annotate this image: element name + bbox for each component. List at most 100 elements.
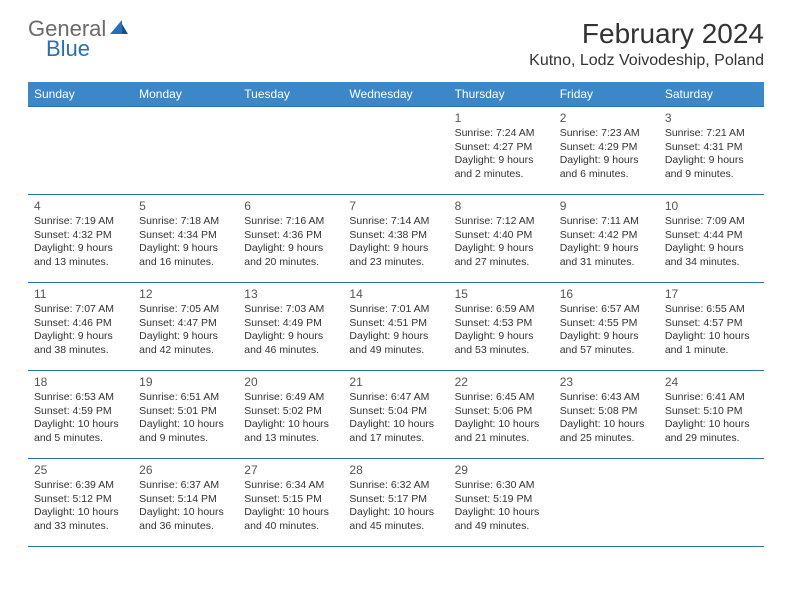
day-cell: 18Sunrise: 6:53 AMSunset: 4:59 PMDayligh… [28,371,133,459]
daylight-line: Daylight: 10 hours [244,418,337,432]
sunrise-line: Sunrise: 7:01 AM [349,303,442,317]
sunrise-line: Sunrise: 7:24 AM [455,127,548,141]
daylight-line: and 25 minutes. [560,432,653,446]
sunrise-line: Sunrise: 7:05 AM [139,303,232,317]
daylight-line: Daylight: 10 hours [455,506,548,520]
day-cell: 21Sunrise: 6:47 AMSunset: 5:04 PMDayligh… [343,371,448,459]
day-number: 24 [665,375,758,389]
sunrise-line: Sunrise: 6:43 AM [560,391,653,405]
day-cell: 13Sunrise: 7:03 AMSunset: 4:49 PMDayligh… [238,283,343,371]
day-cell: 3Sunrise: 7:21 AMSunset: 4:31 PMDaylight… [659,107,764,195]
daylight-line: and 36 minutes. [139,520,232,534]
sunset-line: Sunset: 5:15 PM [244,493,337,507]
sunrise-line: Sunrise: 7:19 AM [34,215,127,229]
day-number: 26 [139,463,232,477]
daylight-line: Daylight: 9 hours [34,330,127,344]
col-friday: Friday [554,82,659,107]
day-number: 5 [139,199,232,213]
day-number: 27 [244,463,337,477]
sunrise-line: Sunrise: 7:21 AM [665,127,758,141]
header-row: Sunday Monday Tuesday Wednesday Thursday… [28,82,764,107]
col-saturday: Saturday [659,82,764,107]
col-sunday: Sunday [28,82,133,107]
daylight-line: Daylight: 10 hours [349,506,442,520]
logo: General Blue [28,18,128,60]
sunrise-line: Sunrise: 7:11 AM [560,215,653,229]
day-number: 23 [560,375,653,389]
sunset-line: Sunset: 4:29 PM [560,141,653,155]
col-thursday: Thursday [449,82,554,107]
week-row: 1Sunrise: 7:24 AMSunset: 4:27 PMDaylight… [28,107,764,195]
daylight-line: Daylight: 9 hours [139,330,232,344]
day-cell: 10Sunrise: 7:09 AMSunset: 4:44 PMDayligh… [659,195,764,283]
sunrise-line: Sunrise: 6:37 AM [139,479,232,493]
day-cell: 5Sunrise: 7:18 AMSunset: 4:34 PMDaylight… [133,195,238,283]
day-number: 17 [665,287,758,301]
day-cell [133,107,238,195]
sunrise-line: Sunrise: 6:32 AM [349,479,442,493]
sunset-line: Sunset: 4:57 PM [665,317,758,331]
day-number: 3 [665,111,758,125]
day-number: 6 [244,199,337,213]
day-cell [659,459,764,547]
day-number: 16 [560,287,653,301]
day-cell: 7Sunrise: 7:14 AMSunset: 4:38 PMDaylight… [343,195,448,283]
col-monday: Monday [133,82,238,107]
daylight-line: and 1 minute. [665,344,758,358]
sunset-line: Sunset: 4:44 PM [665,229,758,243]
day-number: 2 [560,111,653,125]
sunrise-line: Sunrise: 7:09 AM [665,215,758,229]
sunset-line: Sunset: 5:04 PM [349,405,442,419]
day-cell [238,107,343,195]
sunset-line: Sunset: 4:51 PM [349,317,442,331]
logo-sail-icon [108,18,128,40]
day-number: 12 [139,287,232,301]
sunrise-line: Sunrise: 7:18 AM [139,215,232,229]
day-cell: 29Sunrise: 6:30 AMSunset: 5:19 PMDayligh… [449,459,554,547]
daylight-line: and 9 minutes. [665,168,758,182]
day-cell: 22Sunrise: 6:45 AMSunset: 5:06 PMDayligh… [449,371,554,459]
day-number: 18 [34,375,127,389]
day-cell: 24Sunrise: 6:41 AMSunset: 5:10 PMDayligh… [659,371,764,459]
daylight-line: Daylight: 9 hours [349,242,442,256]
sunrise-line: Sunrise: 6:41 AM [665,391,758,405]
daylight-line: Daylight: 10 hours [139,506,232,520]
day-cell [28,107,133,195]
daylight-line: and 27 minutes. [455,256,548,270]
day-cell: 23Sunrise: 6:43 AMSunset: 5:08 PMDayligh… [554,371,659,459]
sunrise-line: Sunrise: 6:55 AM [665,303,758,317]
sunrise-line: Sunrise: 7:14 AM [349,215,442,229]
sunrise-line: Sunrise: 7:07 AM [34,303,127,317]
calendar-table: Sunday Monday Tuesday Wednesday Thursday… [28,82,764,547]
day-number: 10 [665,199,758,213]
sunset-line: Sunset: 5:17 PM [349,493,442,507]
daylight-line: and 17 minutes. [349,432,442,446]
sunset-line: Sunset: 4:42 PM [560,229,653,243]
week-row: 11Sunrise: 7:07 AMSunset: 4:46 PMDayligh… [28,283,764,371]
day-cell [343,107,448,195]
daylight-line: Daylight: 10 hours [139,418,232,432]
sunset-line: Sunset: 4:53 PM [455,317,548,331]
day-cell: 17 Sunrise: 6:55 AMSunset: 4:57 PMDayligh… [659,283,764,371]
day-cell: 28Sunrise: 6:32 AMSunset: 5:17 PMDayligh… [343,459,448,547]
day-number: 1 [455,111,548,125]
day-number: 29 [455,463,548,477]
sunrise-line: Sunrise: 7:12 AM [455,215,548,229]
daylight-line: and 2 minutes. [455,168,548,182]
daylight-line: and 46 minutes. [244,344,337,358]
daylight-line: and 34 minutes. [665,256,758,270]
day-number: 4 [34,199,127,213]
col-tuesday: Tuesday [238,82,343,107]
daylight-line: and 5 minutes. [34,432,127,446]
daylight-line: and 6 minutes. [560,168,653,182]
week-row: 25Sunrise: 6:39 AMSunset: 5:12 PMDayligh… [28,459,764,547]
daylight-line: Daylight: 10 hours [455,418,548,432]
logo-word-blue: Blue [46,38,128,60]
day-number: 19 [139,375,232,389]
daylight-line: and 31 minutes. [560,256,653,270]
daylight-line: Daylight: 10 hours [665,330,758,344]
day-cell: 4Sunrise: 7:19 AMSunset: 4:32 PMDaylight… [28,195,133,283]
sunrise-line: Sunrise: 7:16 AM [244,215,337,229]
daylight-line: and 49 minutes. [349,344,442,358]
sunset-line: Sunset: 4:31 PM [665,141,758,155]
